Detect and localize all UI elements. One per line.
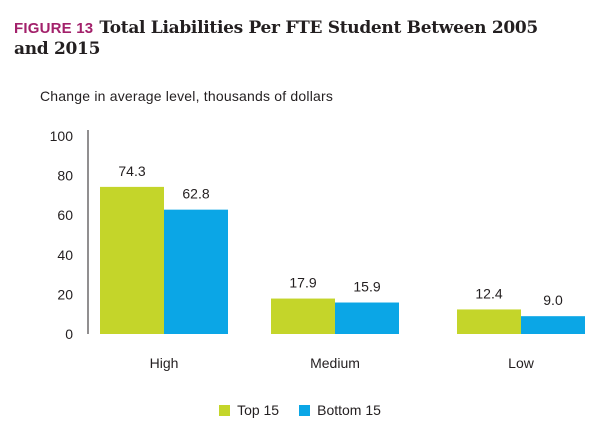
bar-low-bottom-15	[521, 316, 585, 334]
y-tick-label: 60	[57, 207, 73, 223]
legend-swatch-top-15	[219, 404, 231, 416]
y-tick-label: 80	[57, 168, 73, 184]
data-label: 74.3	[118, 163, 145, 179]
figure-header: FIGURE 13 Total Liabilities Per FTE Stude…	[14, 18, 574, 60]
y-tick-label: 0	[65, 326, 73, 342]
legend-swatch-bottom-15	[299, 404, 311, 416]
bar-low-top-15	[457, 309, 521, 334]
x-category-label: Low	[508, 355, 535, 371]
bar-medium-bottom-15	[335, 302, 399, 334]
data-label: 62.8	[182, 186, 209, 202]
y-tick-label: 20	[57, 286, 73, 302]
x-category-label: High	[150, 355, 179, 371]
chart-subtitle: Change in average level, thousands of do…	[40, 88, 334, 104]
legend-label-top-15: Top 15	[237, 402, 280, 418]
bar-high-top-15	[100, 186, 164, 334]
legend-item-top-15: Top 15	[219, 402, 279, 418]
bar-high-bottom-15	[164, 209, 228, 334]
y-tick-label: 40	[57, 247, 73, 263]
figure-label: FIGURE 13	[14, 20, 94, 37]
chart-legend: Top 15 Bottom 15	[0, 402, 600, 418]
y-tick-label: 100	[50, 128, 74, 144]
legend-item-bottom-15: Bottom 15	[299, 402, 381, 418]
data-label: 17.9	[289, 275, 316, 291]
x-category-label: Medium	[310, 355, 360, 371]
data-label: 15.9	[353, 279, 380, 295]
data-label: 9.0	[543, 292, 563, 308]
bar-medium-top-15	[271, 298, 335, 334]
legend-label-bottom-15: Bottom 15	[317, 402, 381, 418]
figure-title: Total Liabilities Per FTE Student Betwee…	[14, 18, 538, 59]
data-label: 12.4	[475, 285, 502, 301]
